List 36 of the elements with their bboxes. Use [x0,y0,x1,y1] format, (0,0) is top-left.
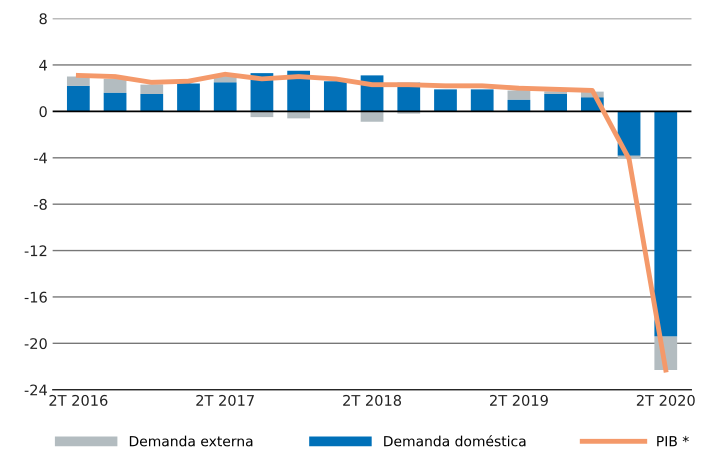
bar [654,111,678,336]
bar [104,78,126,93]
y-tick-label: -4 [34,152,47,164]
y-tick-label: 8 [40,13,47,24]
y-tick-label: -12 [24,245,46,256]
x-tick-label: 2T 2020 [636,394,695,406]
y-tick-label: 4 [39,60,47,70]
bar [324,81,347,112]
y-tick-label: -16 [24,292,47,303]
legend-label: Demanda doméstica [384,435,526,446]
line-series [76,72,668,372]
y-tick-label: -8 [34,198,47,210]
y-tick-label: 0 [39,106,47,118]
bar [140,84,164,94]
bar [508,100,530,112]
bar [66,86,90,112]
bar [470,89,494,112]
bar [177,84,200,112]
bar [434,89,457,112]
bar [508,90,530,100]
x-tick-label: 2T 2018 [343,394,402,406]
legend-label: Demanda externa [130,436,252,446]
bar [104,92,126,112]
bar [544,94,568,112]
bar [140,94,164,112]
bar [66,76,90,86]
x-tick-label: 2T 2019 [490,394,548,406]
y-tick-label: -20 [24,338,47,350]
bar [618,111,640,156]
y-tick-label: -24 [24,384,47,396]
x-tick-label: 2T 2016 [49,394,108,406]
bar [214,82,237,112]
legend-label: PIB * [657,436,689,446]
bar [360,111,384,122]
x-tick-label: 2T 2017 [196,394,254,406]
bar [287,111,310,118]
